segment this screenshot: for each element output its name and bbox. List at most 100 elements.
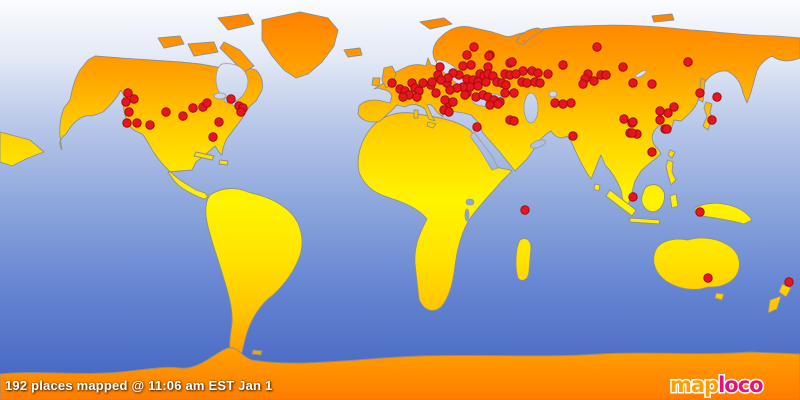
continent-africa	[357, 112, 513, 311]
visitor-marker	[578, 79, 588, 89]
lake-baikal	[635, 70, 647, 78]
visitor-marker	[124, 107, 134, 117]
visitor-marker	[589, 76, 599, 86]
visitor-marker	[522, 78, 532, 88]
visitor-marker	[460, 90, 470, 100]
visitor-marker	[466, 60, 476, 70]
visitor-marker	[500, 88, 510, 98]
visitor-marker	[663, 108, 673, 118]
island-sicily	[426, 121, 437, 129]
logo-map-text: map	[670, 373, 719, 397]
visitor-marker	[550, 98, 560, 108]
visitor-marker	[533, 68, 543, 78]
island-sri-lanka	[593, 183, 601, 192]
visitor-marker	[178, 111, 188, 121]
island-borneo	[641, 184, 665, 213]
visitor-marker	[655, 115, 665, 125]
island-sardinia	[413, 109, 419, 119]
visitor-marker	[558, 60, 568, 70]
visitor-marker	[484, 51, 494, 61]
visitor-marker	[440, 95, 450, 105]
visitor-marker	[695, 88, 705, 98]
island-ellesmere	[217, 13, 255, 31]
visitor-marker	[568, 131, 578, 141]
visitor-marker	[444, 107, 454, 117]
markers-layer	[121, 42, 794, 287]
maploco-logo[interactable]: maploco	[666, 368, 776, 400]
visitor-marker	[387, 78, 397, 88]
visitor-marker	[121, 97, 131, 107]
visitor-marker	[662, 124, 672, 134]
visitor-marker	[683, 57, 693, 67]
visitor-marker	[784, 277, 794, 287]
visitor-marker	[703, 273, 713, 283]
visitor-marker	[226, 94, 236, 104]
visitor-marker	[435, 62, 445, 72]
visitor-marker	[472, 122, 482, 132]
visitor-marker	[493, 99, 503, 109]
visitor-marker	[122, 118, 132, 128]
island-banks	[157, 35, 185, 49]
island-sumatra	[605, 189, 637, 217]
visitor-marker	[427, 77, 437, 87]
visitor-marker	[202, 98, 212, 108]
visitor-marker	[398, 92, 408, 102]
island-victoria	[187, 41, 219, 57]
visitor-marker	[647, 147, 657, 157]
island-nz-south	[767, 295, 782, 314]
island-java	[629, 217, 661, 225]
visitor-marker	[712, 92, 722, 102]
lake-victoria	[465, 198, 475, 206]
visitor-marker	[509, 88, 519, 98]
island-tasmania	[714, 292, 725, 301]
visitor-marker	[129, 94, 139, 104]
lake-superior	[213, 92, 227, 100]
visitor-marker	[418, 78, 428, 88]
visitor-marker	[132, 118, 142, 128]
continent-chukotka-west	[0, 131, 45, 167]
island-ireland	[371, 77, 381, 87]
visitor-marker	[458, 61, 468, 71]
visitor-marker	[481, 77, 491, 87]
island-novaya-zemlya	[515, 27, 545, 46]
visitor-marker	[448, 97, 458, 107]
island-sulawesi	[669, 193, 679, 209]
visitor-marker	[707, 115, 717, 125]
visitor-marker	[436, 75, 446, 85]
visitor-marker	[412, 92, 422, 102]
visitor-marker	[647, 79, 657, 89]
island-iceland	[343, 47, 363, 58]
visitor-marker	[628, 78, 638, 88]
visitor-marker	[558, 99, 568, 109]
island-philippines	[665, 159, 677, 186]
lake-aral	[548, 90, 558, 98]
visitor-marker	[473, 81, 483, 91]
visitor-marker	[445, 85, 455, 95]
island-svalbard	[419, 17, 453, 30]
visitor-marker	[628, 117, 638, 127]
logo-loco-text: loco	[718, 373, 763, 397]
island-nz-north	[778, 283, 792, 298]
island-greenland	[261, 11, 339, 79]
island-cuba	[193, 151, 215, 161]
visitor-marker	[208, 132, 218, 142]
visitor-marker	[592, 42, 602, 52]
visitor-marker	[520, 205, 530, 215]
visitor-marker	[509, 116, 519, 126]
island-taiwan	[667, 149, 676, 159]
visitor-marker	[601, 70, 611, 80]
visitor-marker	[501, 80, 511, 90]
visitor-marker	[145, 120, 155, 130]
visitor-marker	[469, 42, 479, 52]
sea-red	[469, 131, 499, 171]
visitor-marker	[543, 69, 553, 79]
visitor-marker	[511, 69, 521, 79]
island-madagascar	[515, 237, 532, 281]
island-new-guinea	[694, 202, 753, 225]
visitor-marker	[123, 88, 133, 98]
island-hispaniola	[218, 159, 229, 166]
continents-layer	[0, 11, 800, 400]
continent-antarctica	[0, 347, 800, 400]
visitor-marker	[618, 62, 628, 72]
